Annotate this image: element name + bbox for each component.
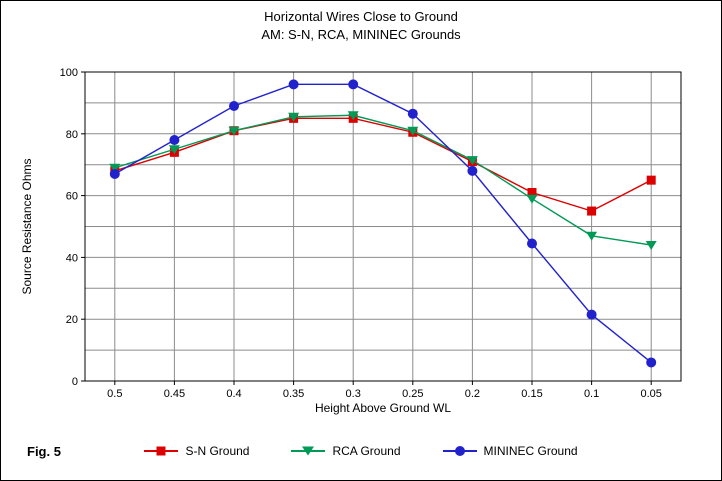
data-point-triangle — [526, 194, 538, 204]
legend-label: RCA Ground — [332, 444, 401, 458]
data-point-triangle — [645, 241, 657, 251]
chart-title-line2: AM: S-N, RCA, MININEC Grounds — [261, 27, 461, 42]
y-tick-label: 60 — [66, 191, 78, 203]
data-point-square — [646, 175, 656, 185]
legend-label: S-N Ground — [185, 444, 250, 458]
x-tick-label: 0.45 — [164, 388, 185, 400]
figure-number-label: Fig. 5 — [27, 444, 61, 459]
y-axis-title: Source Resistance Ohms — [20, 158, 34, 294]
series-rca-ground — [109, 111, 657, 251]
legend: S-N Ground RCA Ground MININEC Ground — [1, 444, 721, 458]
series-mininec-ground — [109, 79, 657, 368]
data-point-circle — [586, 309, 597, 320]
y-tick-label: 80 — [66, 129, 78, 141]
x-axis-title: Height Above Ground WL — [315, 401, 451, 415]
data-point-circle — [527, 238, 537, 249]
data-point-circle — [407, 108, 418, 119]
legend-item-rca-ground: RCA Ground — [291, 444, 401, 458]
x-axis: 0.5 0.45 0.4 0.35 0.3 0.25 0.2 0.15 0.1 0.05 — [107, 381, 662, 400]
y-tick-label: 20 — [66, 314, 78, 326]
data-point-triangle — [347, 111, 359, 121]
data-point-triangle — [466, 156, 478, 166]
x-tick-label: 0.05 — [640, 388, 661, 400]
data-point-triangle — [228, 126, 240, 136]
x-tick-label: 0.2 — [465, 388, 480, 400]
legend-item-mininec-ground: MININEC Ground — [442, 444, 578, 458]
x-tick-label: 0.15 — [521, 388, 542, 400]
legend-marker-circle-icon — [442, 445, 477, 457]
x-tick-label: 0.35 — [283, 388, 304, 400]
gridlines — [85, 72, 681, 381]
x-tick-label: 0.3 — [346, 388, 361, 400]
y-tick-label: 100 — [60, 67, 78, 79]
x-tick-label: 0.4 — [226, 388, 241, 400]
data-point-circle — [229, 100, 239, 111]
legend-marker-square-icon — [144, 445, 179, 457]
x-tick-label: 0.25 — [402, 388, 423, 400]
data-point-square — [527, 188, 537, 198]
data-point-circle — [288, 79, 299, 90]
x-tick-label: 0.1 — [584, 388, 599, 400]
y-tick-label: 0 — [72, 376, 78, 388]
data-point-circle — [467, 165, 478, 176]
data-point-triangle — [288, 112, 300, 122]
data-point-circle — [646, 357, 657, 368]
data-point-triangle — [168, 145, 180, 155]
data-point-circle — [348, 79, 359, 90]
legend-marker-triangle-down-icon — [291, 445, 326, 457]
data-point-triangle — [407, 126, 419, 136]
y-tick-label: 40 — [66, 252, 78, 264]
data-point-circle — [109, 168, 120, 179]
legend-label: MININEC Ground — [483, 444, 578, 458]
data-point-square — [587, 206, 597, 216]
chart-title-line1: Horizontal Wires Close to Ground — [264, 9, 458, 24]
x-tick-label: 0.5 — [107, 388, 122, 400]
data-point-triangle — [586, 231, 598, 241]
plot-border — [84, 71, 682, 382]
legend-item-s-n-ground: S-N Ground — [144, 444, 249, 458]
data-point-triangle — [109, 163, 121, 173]
y-axis: 0 20 40 60 80 100 — [60, 67, 85, 388]
data-point-circle — [169, 134, 180, 145]
